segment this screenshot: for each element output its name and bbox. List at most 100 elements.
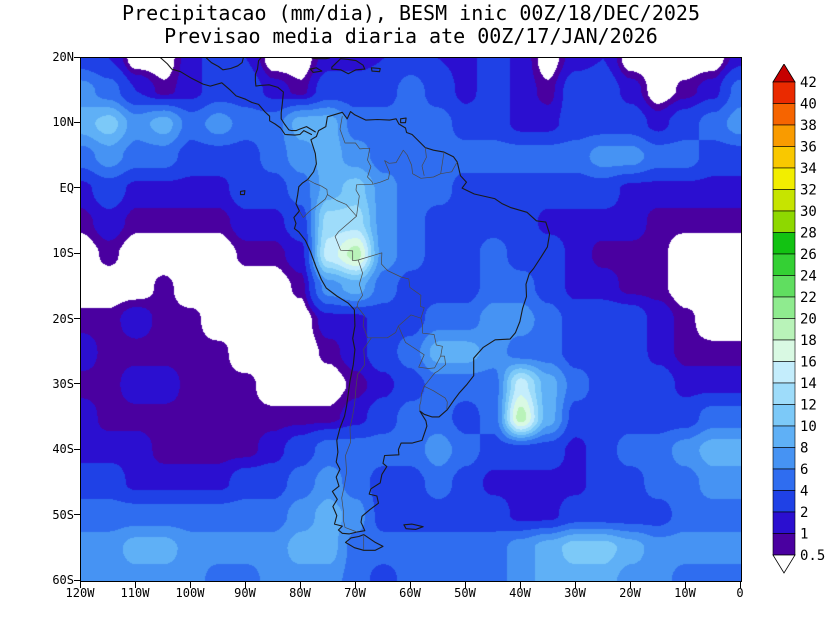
country-border-path (440, 152, 445, 174)
coastline-path (160, 58, 313, 136)
map-plot-area (80, 57, 742, 582)
lon-tick-mark (409, 582, 411, 588)
colorbar-segment (772, 425, 796, 448)
colorbar-tick-label: 22 (800, 290, 817, 306)
lat-tick-mark (74, 383, 80, 385)
colorbar-segment (772, 339, 796, 362)
coastline-overlay (160, 58, 551, 551)
lat-tick-mark (74, 579, 80, 581)
lon-tick-label: 110W (120, 586, 150, 600)
colorbar-segment (772, 210, 796, 233)
lat-tick-mark (74, 514, 80, 516)
lon-tick-mark (684, 582, 686, 588)
colorbar-segment (772, 81, 796, 104)
lon-tick-label: 90W (234, 586, 256, 600)
chart-title-block: Precipitacao (mm/dia), BESM inic 00Z/18/… (80, 2, 742, 48)
lon-tick-mark (79, 582, 81, 588)
colorbar-segment (772, 490, 796, 513)
lon-tick-mark (299, 582, 301, 588)
colorbar-tick-label: 6 (800, 462, 808, 478)
colorbar-tick-label: 16 (800, 355, 817, 371)
colorbar-tick-label: 36 (800, 140, 817, 156)
colorbar-segment (772, 124, 796, 147)
lat-tick-label: 40S (52, 442, 74, 457)
country-border-path (327, 194, 357, 217)
colorbar-tick-label: 1 (800, 527, 808, 543)
coastline-path (239, 190, 246, 196)
chart-subtitle: Previsao media diaria ate 00Z/17/JAN/202… (164, 24, 658, 48)
colorbar-tick-label: 18 (800, 333, 817, 349)
lon-tick-label: 10W (674, 586, 696, 600)
colorbar-segment (772, 275, 796, 298)
colorbar-tick-label: 32 (800, 183, 817, 199)
precipitation-shading (81, 58, 741, 581)
lat-tick-mark (74, 318, 80, 319)
lon-tick-mark (739, 582, 741, 588)
colorbar-segment (772, 103, 796, 126)
lon-tick-mark (519, 582, 521, 588)
lon-tick-mark (464, 582, 466, 588)
lat-tick-mark (74, 121, 80, 123)
lat-tick-label: EQ (59, 180, 74, 195)
colorbar-segment (772, 468, 796, 491)
colorbar-tick-label: 10 (800, 419, 817, 435)
colorbar-segment (772, 167, 796, 190)
colorbar-tick-label: 38 (800, 118, 817, 134)
lat-tick-label: 60S (52, 573, 74, 587)
colorbar-tick-label: 4 (800, 484, 808, 500)
lat-tick-label: 50S (52, 507, 74, 522)
colorbar-tick-label: 8 (800, 441, 808, 457)
colorbar-segment (772, 146, 796, 169)
lon-tick-label: 0 (736, 586, 744, 600)
lon-tick-mark (134, 582, 136, 588)
colorbar-tick-label: 42 (800, 75, 817, 91)
lat-tick-mark (74, 252, 80, 254)
coastline-path (254, 58, 316, 133)
colorbar-segment (772, 382, 796, 405)
country-border-path (419, 386, 425, 411)
colorbar-tick-label: 28 (800, 226, 817, 242)
colorbar-tick-label: 24 (800, 269, 817, 285)
colorbar-legend: 4240383634323028262422201816141210864210… (772, 64, 825, 574)
chart-title: Precipitacao (mm/dia), BESM inic 00Z/18/… (122, 1, 700, 25)
country-border-path (299, 179, 328, 218)
country-border-path (334, 149, 458, 410)
colorbar-segment (772, 404, 796, 427)
lon-tick-mark (629, 582, 631, 588)
lon-tick-label: 30W (564, 586, 586, 600)
lon-tick-mark (354, 582, 356, 588)
lat-tick-label: 10N (52, 115, 74, 130)
lat-tick-mark (74, 56, 80, 58)
colorbar-segment (772, 318, 796, 341)
colorbar-tick-label: 26 (800, 247, 817, 263)
colorbar-segment (772, 533, 796, 556)
lon-tick-label: 20W (619, 586, 641, 600)
lat-tick-mark (74, 448, 80, 450)
country-border-path (356, 306, 372, 339)
lon-tick-label: 70W (344, 586, 366, 600)
colorbar-segment (772, 511, 796, 534)
colorbar-below-min-triangle (772, 554, 796, 574)
country-border-path (354, 259, 363, 310)
colorbar-tick-label: 20 (800, 312, 817, 328)
colorbar-segment (772, 447, 796, 470)
coastline-path (205, 58, 244, 71)
country-border-path (341, 337, 372, 533)
lon-tick-label: 80W (289, 586, 311, 600)
coastline-path (400, 117, 407, 124)
colorbar-segment (772, 253, 796, 276)
lon-tick-label: 50W (454, 586, 476, 600)
colorbar-tick-label: 2 (800, 505, 808, 521)
lat-tick-label: 20N (52, 50, 74, 64)
country-border-path (339, 116, 374, 185)
coastline-path (403, 523, 424, 530)
coastline-path (370, 67, 381, 73)
coastline-path (311, 58, 331, 60)
lat-tick-label: 20S (52, 311, 74, 326)
lon-tick-label: 100W (175, 586, 205, 600)
colorbar-tick-label: 34 (800, 161, 817, 177)
colorbar-tick-label: 30 (800, 204, 817, 220)
lon-tick-mark (574, 582, 576, 588)
lon-tick-mark (189, 582, 191, 588)
